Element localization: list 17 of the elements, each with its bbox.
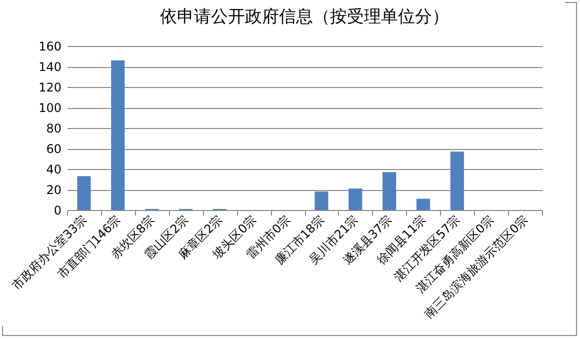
y-tick-label: 80	[46, 122, 62, 136]
bar	[348, 188, 362, 210]
bar	[111, 60, 125, 210]
bar	[416, 198, 430, 210]
y-tick-label: 20	[46, 183, 62, 197]
y-tick-label: 100	[38, 101, 62, 115]
y-tick-label: 0	[54, 204, 62, 218]
y-tick-label: 160	[38, 40, 62, 54]
bar	[382, 172, 396, 210]
y-tick-label: 60	[46, 142, 62, 156]
bar	[450, 152, 464, 210]
bar	[77, 176, 91, 210]
chart-title: 依申请公开政府信息（按受理单位分）	[160, 7, 449, 27]
y-tick-label: 40	[46, 162, 62, 176]
bar	[314, 192, 328, 210]
y-tick-label: 120	[38, 80, 62, 94]
y-tick-label: 140	[38, 60, 62, 74]
